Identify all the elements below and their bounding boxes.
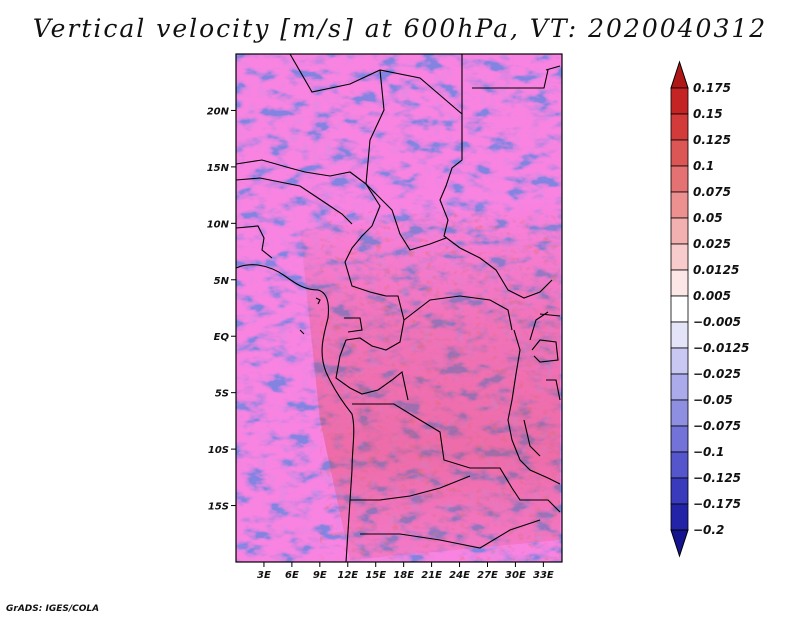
colorbar-bottom-arrow <box>670 529 689 558</box>
colorbar-swatch <box>670 243 689 271</box>
colorbar-label: −0.075 <box>693 419 741 433</box>
lat-tick-label: 10S <box>208 445 229 456</box>
colorbar-swatch <box>670 165 689 193</box>
colorbar-swatch <box>670 347 689 375</box>
colorbar-label: −0.1 <box>693 445 724 459</box>
lon-tick-label: 9E <box>313 570 327 581</box>
colorbar-label: 0.025 <box>693 237 731 251</box>
lon-tick-label: 3E <box>257 570 271 581</box>
lon-tick-label: 30E <box>505 570 526 581</box>
footer-credit: GrADS: IGES/COLA <box>6 604 100 614</box>
plot-frame <box>235 53 563 563</box>
colorbar: 0.175 0.15 0.125 0.1 0.075 0.05 0.025 0.0125 0.0… <box>670 60 749 558</box>
colorbar-label: 0.005 <box>693 289 731 303</box>
colorbar-swatch <box>670 477 689 505</box>
lon-tick-label: 15E <box>365 570 386 581</box>
lat-tick-label: 5N <box>214 276 230 287</box>
colorbar-label: −0.025 <box>693 367 741 381</box>
colorbar-top-arrow <box>670 60 689 89</box>
colorbar-label: 0.1 <box>693 159 714 173</box>
colorbar-swatch <box>670 373 689 401</box>
lon-tick-label: 27E <box>477 570 498 581</box>
coastlines-borders <box>236 54 561 562</box>
colorbar-label: 0.075 <box>693 185 731 199</box>
colorbar-label: −0.0125 <box>693 341 749 355</box>
colorbar-label: −0.05 <box>693 393 733 407</box>
colorbar-swatch <box>670 139 689 167</box>
map-title: Vertical velocity [m/s] at 600hPa, VT: 2… <box>32 14 768 43</box>
lon-tick-label: 24E <box>449 570 470 581</box>
colorbar-label: −0.2 <box>693 523 724 537</box>
colorbar-label: −0.125 <box>693 471 741 485</box>
colorbar-swatch <box>670 425 689 453</box>
lon-tick-label: 18E <box>393 570 414 581</box>
lat-tick-label: 5S <box>215 389 229 400</box>
lon-tick-label: 21E <box>421 570 442 581</box>
colorbar-swatch <box>670 87 689 115</box>
lon-tick-label: 12E <box>337 570 358 581</box>
lat-tick-label: 15S <box>208 502 229 513</box>
colorbar-swatch <box>670 503 689 531</box>
lat-tick-label: 10N <box>207 219 230 230</box>
colorbar-label: 0.0125 <box>693 263 739 277</box>
latitude-axis: 20N 15N 10N 5N EQ 5S 10S 15S <box>207 106 236 513</box>
colorbar-swatch <box>670 217 689 245</box>
lat-tick-label: EQ <box>214 332 230 343</box>
colorbar-swatch <box>670 321 689 349</box>
colorbar-label: 0.125 <box>693 133 731 147</box>
velocity-field <box>236 54 562 562</box>
colorbar-swatch <box>670 295 689 323</box>
colorbar-label: −0.175 <box>693 497 741 511</box>
colorbar-swatch <box>670 451 689 479</box>
colorbar-label: 0.175 <box>693 81 731 95</box>
colorbar-swatch <box>670 399 689 427</box>
colorbar-swatch <box>670 113 689 141</box>
colorbar-label: −0.005 <box>693 315 741 329</box>
lat-tick-label: 15N <box>207 163 230 174</box>
lat-tick-label: 20N <box>207 106 230 117</box>
lon-tick-label: 6E <box>285 570 299 581</box>
longitude-axis: 3E 6E 9E 12E 15E 18E 21E 24E 27E 30E 33E <box>257 562 554 581</box>
colorbar-swatch <box>670 191 689 219</box>
lon-tick-label: 33E <box>533 570 554 581</box>
colorbar-swatch <box>670 269 689 297</box>
colorbar-label: 0.05 <box>693 211 723 225</box>
colorbar-label: 0.15 <box>693 107 723 121</box>
